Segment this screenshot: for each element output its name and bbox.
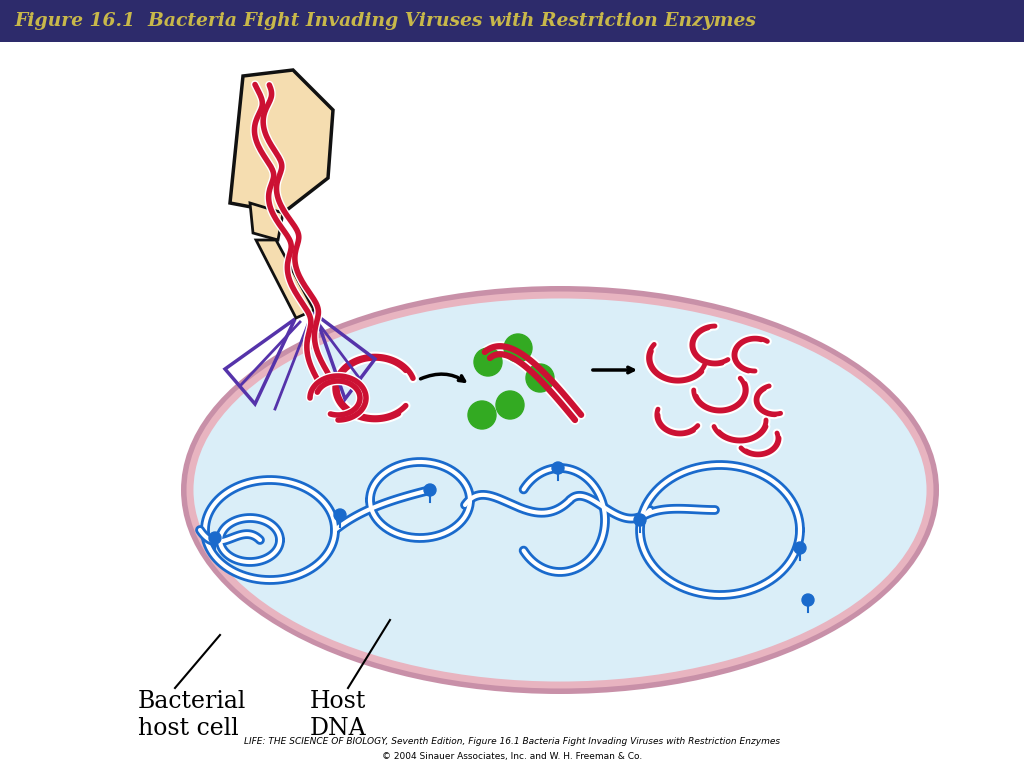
Text: © 2004 Sinauer Associates, Inc. and W. H. Freeman & Co.: © 2004 Sinauer Associates, Inc. and W. H… [382,752,642,760]
Ellipse shape [190,295,930,685]
Ellipse shape [181,286,939,694]
Circle shape [802,594,814,606]
Circle shape [424,484,436,496]
Circle shape [794,542,806,554]
Circle shape [526,364,554,392]
Polygon shape [230,70,333,213]
Circle shape [468,401,496,429]
Circle shape [634,514,646,526]
Text: Bacterial
host cell: Bacterial host cell [138,690,247,740]
Polygon shape [256,240,314,318]
Text: Figure 16.1  Bacteria Fight Invading Viruses with Restriction Enzymes: Figure 16.1 Bacteria Fight Invading Viru… [14,12,756,30]
Circle shape [334,509,346,521]
Text: LIFE: THE SCIENCE OF BIOLOGY, Seventh Edition, Figure 16.1 Bacteria Fight Invadi: LIFE: THE SCIENCE OF BIOLOGY, Seventh Ed… [244,737,780,746]
Text: Host
DNA: Host DNA [310,690,367,740]
Bar [0,0,1024,42]
Polygon shape [250,203,283,240]
Circle shape [552,462,564,474]
Circle shape [496,391,524,419]
Circle shape [504,334,532,362]
Circle shape [474,348,502,376]
Circle shape [209,532,221,544]
